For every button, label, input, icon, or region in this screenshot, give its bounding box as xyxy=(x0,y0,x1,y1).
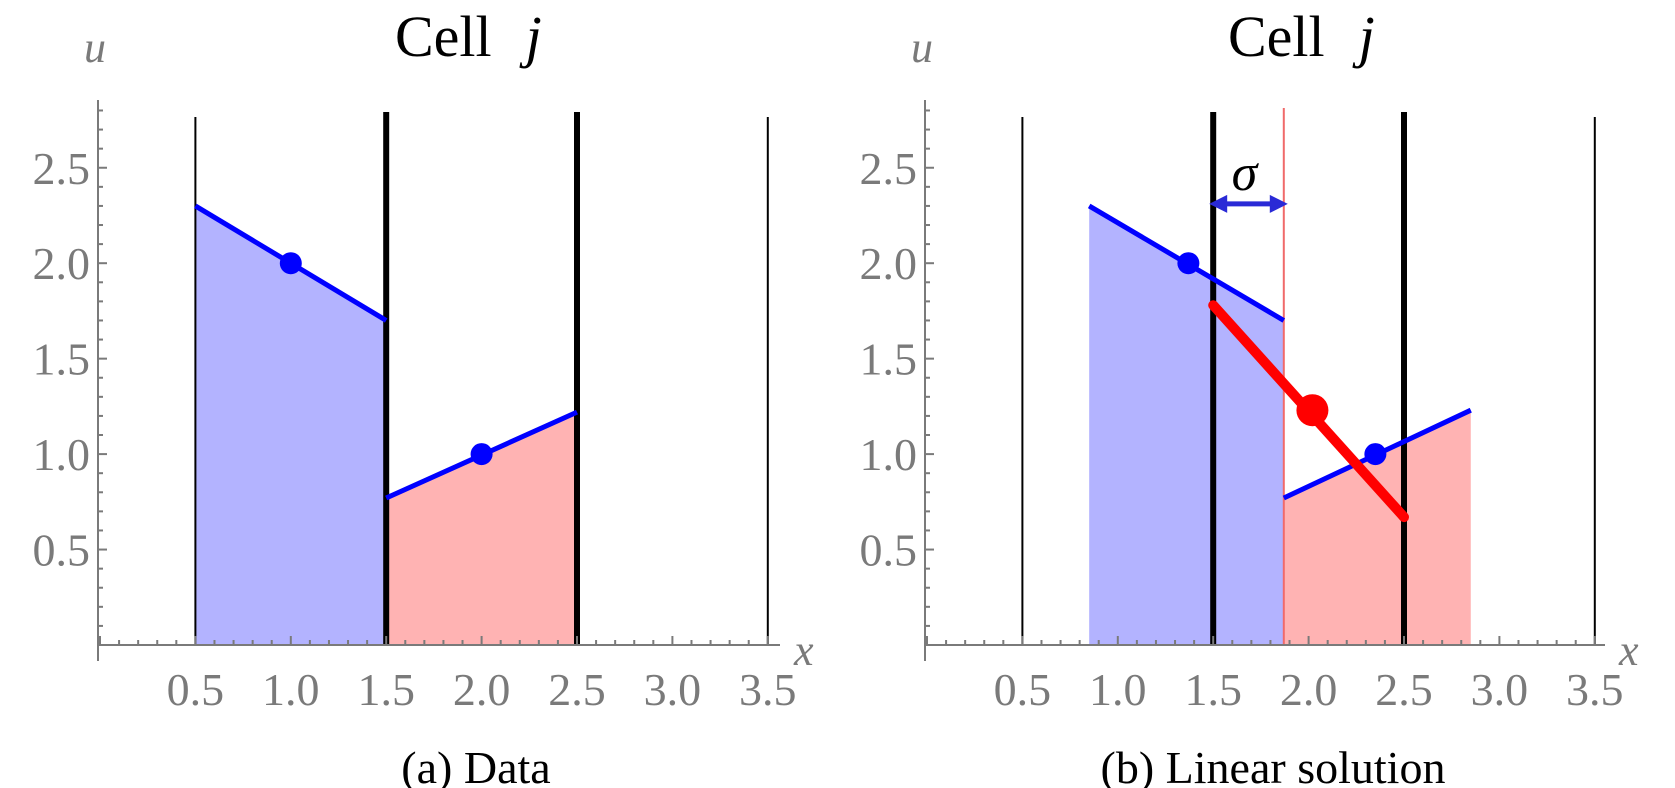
panel-title-text: Cell xyxy=(395,4,492,69)
series-fill-area xyxy=(386,412,577,645)
x-tick-label: 1.5 xyxy=(357,664,415,715)
x-axis-label: x xyxy=(793,626,814,675)
y-tick-label: 1.0 xyxy=(860,429,918,480)
y-tick-label: 0.5 xyxy=(33,525,91,576)
x-tick-label: 2.0 xyxy=(453,664,511,715)
series-fill-area xyxy=(1089,205,1284,645)
panel-title: Cell j xyxy=(395,4,542,69)
chart-panel-a: 0.5 1.0 1.5 2.0 2.5 3.0 3.5 0.5 1.0 1.5 2.0 2.5 x u Ce… xyxy=(33,4,815,788)
panel-title-text: Cell xyxy=(1228,4,1325,69)
y-tick-label: 1.0 xyxy=(33,429,91,480)
y-tick-label: 2.0 xyxy=(860,238,918,289)
series-fill-area xyxy=(195,205,387,645)
x-axis-label: x xyxy=(1618,626,1639,675)
sigma-arrow-right-head xyxy=(1269,194,1288,213)
x-tick-label: 1.5 xyxy=(1184,664,1242,715)
y-tick-label: 1.5 xyxy=(33,334,91,385)
x-tick-label: 3.5 xyxy=(739,664,797,715)
x-tick-label: 1.0 xyxy=(262,664,320,715)
panel-caption: (b) Linear solution xyxy=(1101,742,1446,788)
series-fill-area xyxy=(1283,410,1471,645)
x-tick-label: 2.5 xyxy=(1375,664,1433,715)
panel-caption: (a) Data xyxy=(401,742,550,788)
y-tick-label: 0.5 xyxy=(860,525,918,576)
x-tick-label: 3.0 xyxy=(644,664,702,715)
panel-title-variable: j xyxy=(519,4,542,69)
y-axis-label: u xyxy=(911,23,933,72)
x-tick-label: 3.5 xyxy=(1566,664,1624,715)
cell-average-point xyxy=(1364,443,1387,466)
y-tick-label: 1.5 xyxy=(860,334,918,385)
cell-average-point xyxy=(279,252,302,275)
panel-title: Cell j xyxy=(1228,4,1375,69)
y-tick-label: 2.5 xyxy=(860,143,918,194)
cell-average-point xyxy=(1177,252,1200,275)
x-tick-label: 2.5 xyxy=(548,664,606,715)
y-tick-label: 2.5 xyxy=(33,143,91,194)
x-tick-label: 1.0 xyxy=(1089,664,1147,715)
x-tick-label: 0.5 xyxy=(994,664,1052,715)
sigma-arrow-left-head xyxy=(1209,194,1228,213)
panel-title-variable: j xyxy=(1352,4,1375,69)
chart-panel-b: 0.5 1.0 1.5 2.0 2.5 3.0 3.5 0.5 1.0 1.5 2.0 2.5 x u Ce… xyxy=(860,4,1640,788)
y-tick-label: 2.0 xyxy=(33,238,91,289)
cell-average-point xyxy=(470,443,493,466)
x-tick-label: 3.0 xyxy=(1471,664,1529,715)
y-axis-label: u xyxy=(84,23,106,72)
x-tick-label: 0.5 xyxy=(167,664,225,715)
sigma-label: σ xyxy=(1232,145,1260,202)
solution-mean-point xyxy=(1296,394,1329,427)
x-tick-label: 2.0 xyxy=(1280,664,1338,715)
